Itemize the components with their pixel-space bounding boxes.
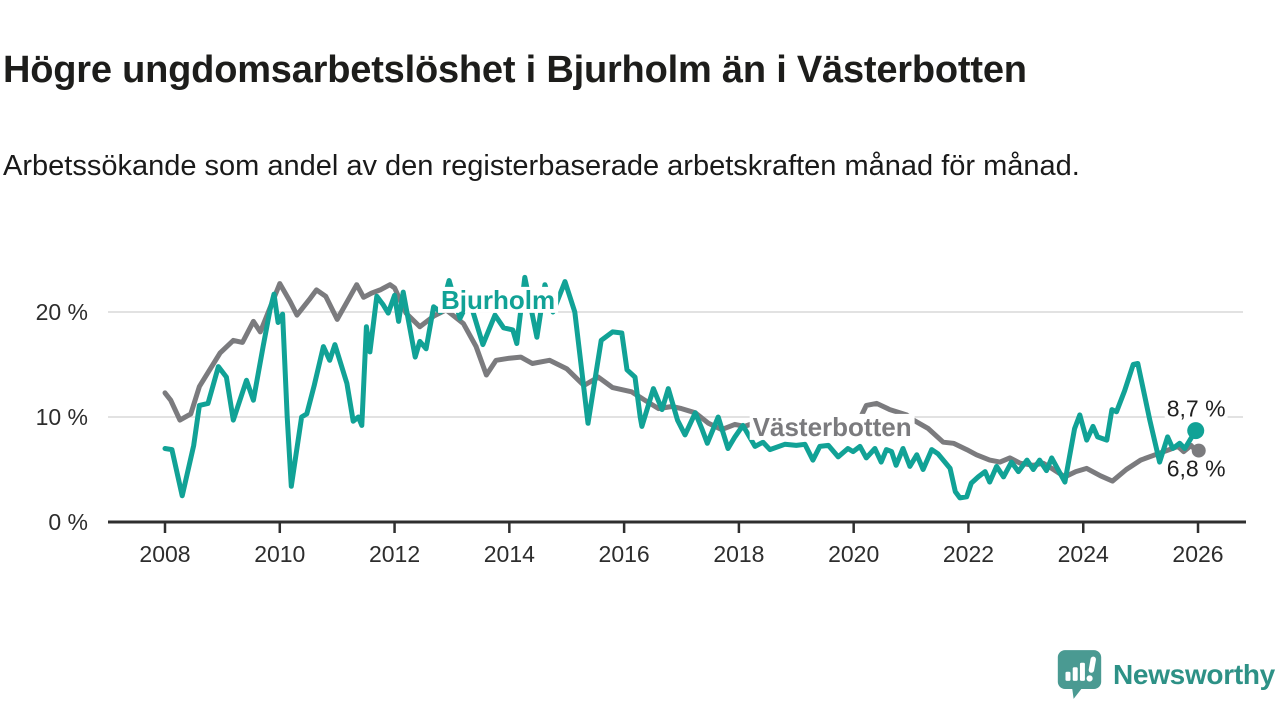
series-label-bg [438, 286, 559, 313]
x-tick-label: 2016 [599, 541, 650, 567]
x-tick-label: 2010 [254, 541, 305, 567]
x-tick-label: 2020 [828, 541, 879, 567]
y-tick-label: 10 % [36, 404, 88, 430]
series-line-västerbotten [162, 281, 1199, 484]
series-label-bjurholm: Bjurholm [441, 285, 555, 315]
x-tick-label: 2022 [943, 541, 994, 567]
series-line-bjurholm [162, 274, 1199, 501]
x-tick-label: 2026 [1172, 541, 1223, 567]
page-subtitle: Arbetssökande som andel av den registerb… [3, 150, 1080, 182]
end-value-label-bg [1164, 457, 1228, 480]
newsworthy-logo[interactable]: Newsworthy [1056, 648, 1275, 701]
x-tick-label: 2024 [1058, 541, 1109, 567]
end-value-label-bg [1164, 397, 1228, 420]
x-tick-label: 2014 [484, 541, 535, 567]
newsworthy-speech-bubble-chart-icon [1057, 650, 1102, 699]
series-end-dot-västerbotten [1191, 443, 1206, 458]
y-tick-label: 0 % [48, 509, 88, 535]
series-end-dot-bjurholm [1187, 422, 1205, 440]
y-tick-label: 20 % [36, 299, 88, 325]
newsworthy-brand-name: Newsworthy [1113, 658, 1275, 690]
end-value-label-bjurholm: 8,7 % [1167, 396, 1226, 422]
series-label-bg [749, 413, 915, 440]
x-tick-label: 2008 [139, 541, 190, 567]
page-title: Högre ungdomsarbetslöshet i Bjurholm än … [3, 49, 1027, 92]
series-label-västerbotten: Västerbotten [753, 412, 912, 442]
x-tick-label: 2018 [713, 541, 764, 567]
end-value-label-västerbotten: 6,8 % [1167, 456, 1226, 482]
x-tick-label: 2012 [369, 541, 420, 567]
